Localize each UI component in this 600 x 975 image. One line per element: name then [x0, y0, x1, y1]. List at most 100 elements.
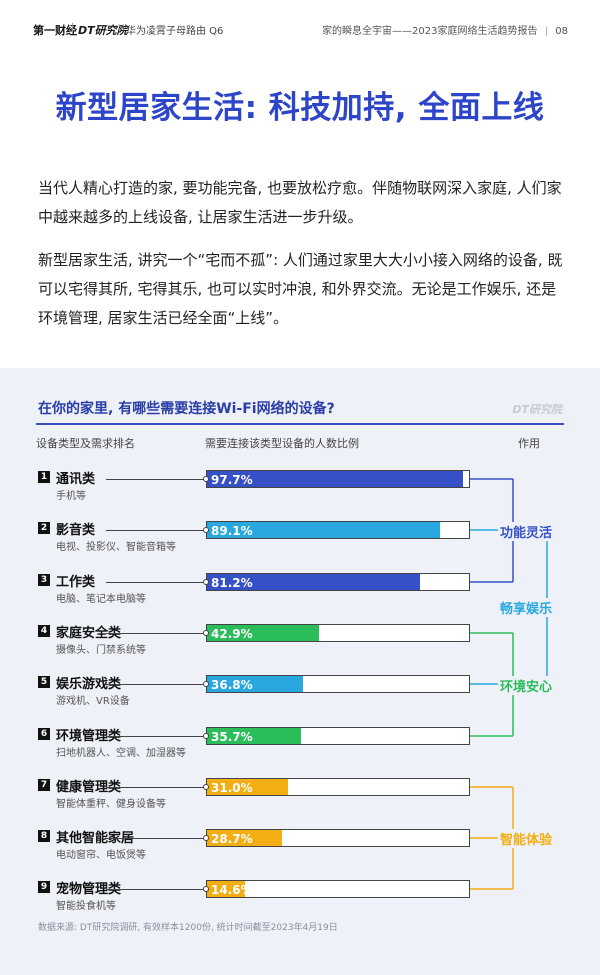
chart-row: 7 健康管理类智能体重秤、健身设备等 31.0% — [0, 774, 600, 826]
category-examples: 摄像头、门禁系统等 — [56, 645, 146, 656]
leader-line — [106, 582, 206, 583]
category-examples: 电视、投影仪、智能音箱等 — [56, 542, 176, 553]
bar-track: 36.8% — [206, 675, 470, 693]
yicai-logo: 第一财经 — [33, 24, 77, 37]
report-title: 家的瞬息全宇宙——2023家庭网络生活趋势报告 | 08 — [322, 26, 568, 37]
category-label: 通讯类 — [56, 472, 96, 487]
category-examples: 电动窗帘、电饭煲等 — [56, 850, 146, 861]
chart-row: 5 娱乐游戏类 游戏机、VR设备 36.8% — [0, 671, 600, 723]
intro-paragraph-1: 当代人精心打造的家, 要功能完备, 也要放松疗愈。伴随物联网深入家庭, 人们家中… — [38, 179, 562, 226]
category-examples: 智能体重秤、健身设备等 — [56, 799, 166, 810]
category-examples: 扫地机器人、空调、加湿器等 — [56, 748, 186, 759]
bar-anchor-dot — [203, 886, 209, 892]
page-number: 08 — [555, 26, 568, 37]
bar-anchor-dot — [203, 579, 209, 585]
rank-badge: 5 — [38, 676, 50, 688]
bar-value-label: 42.9% — [211, 627, 253, 641]
category-label: 宠物管理类 — [56, 882, 122, 897]
category-label: 其他智能家居 — [56, 831, 135, 846]
leader-line — [106, 736, 206, 737]
rank-badge: 6 — [38, 728, 50, 740]
rank-badge: 4 — [38, 625, 50, 637]
leader-line — [106, 684, 206, 685]
bar-value-label: 89.1% — [211, 524, 253, 538]
partner-name: 华为凌霄子母路由 Q6 — [126, 26, 224, 37]
chart-row: 1 通讯类手机等 97.7% — [0, 466, 600, 518]
category-examples: 手机等 — [56, 491, 86, 502]
leader-line — [106, 889, 206, 890]
bar-anchor-dot — [203, 527, 209, 533]
rank-badge: 2 — [38, 522, 50, 534]
page-title: 新型居家生活: 科技加持, 全面上线 — [55, 90, 545, 126]
category-examples: 游戏机、VR设备 — [56, 696, 130, 707]
chart-row: 8 其他智能家居 电动窗帘、电饭煲等 28.7% — [0, 825, 600, 877]
bar-track: 42.9% — [206, 624, 470, 642]
bar — [207, 522, 441, 538]
report-name: 家的瞬息全宇宙——2023家庭网络生活趋势报告 — [322, 26, 538, 37]
bar-anchor-dot — [203, 476, 209, 482]
rank-badge: 1 — [38, 471, 50, 483]
group-label: 智能体验 — [498, 829, 555, 848]
leader-line — [106, 787, 206, 788]
group-label: 畅享娱乐 — [498, 598, 555, 617]
category-label: 环境管理类 — [56, 729, 122, 744]
category-label: 家庭安全类 — [56, 626, 122, 641]
column-header-type: 设备类型及需求排名 — [36, 437, 135, 450]
header-bar: 第一财经 DT研究院 × 华为凌霄子母路由 Q6 家的瞬息全宇宙——2023家庭… — [0, 0, 600, 40]
bar-anchor-dot — [203, 835, 209, 841]
bar-track: 89.1% — [206, 521, 470, 539]
watermark: DT研究院 — [512, 403, 562, 416]
bar-track: 14.6% — [206, 880, 470, 898]
bar-track: 97.7% — [206, 470, 470, 488]
rank-badge: 7 — [38, 779, 50, 791]
bar — [207, 625, 320, 641]
rank-badge: 9 — [38, 881, 50, 893]
logo-divider — [72, 23, 73, 34]
chart-row: 6 环境管理类扫地机器人、空调、加湿器等 35.7% — [0, 723, 600, 775]
group-label: 功能灵活 — [498, 521, 555, 541]
rank-badge: 3 — [38, 574, 50, 586]
leader-line — [106, 479, 206, 480]
bar — [207, 574, 420, 590]
bar-value-label: 14.6% — [211, 883, 253, 897]
bar-value-label: 36.8% — [211, 678, 253, 692]
bar-anchor-dot — [203, 733, 209, 739]
leader-line — [106, 530, 206, 531]
dt-logo: DT研究院 — [78, 24, 128, 37]
bar — [207, 471, 463, 487]
column-header-role: 作用 — [518, 437, 540, 450]
bar — [207, 830, 283, 846]
bar-value-label: 97.7% — [211, 473, 253, 487]
chart-title: 在你的家里, 有哪些需要连接Wi-Fi网络的设备? — [38, 401, 335, 417]
bar-value-label: 28.7% — [211, 832, 253, 846]
category-label: 影音类 — [56, 523, 96, 538]
chart-row: 3 工作类电脑、笔记本电脑等 81.2% — [0, 569, 600, 621]
data-source: 数据来源: DT研究院调研, 有效样本1200份, 统计时间截至2023年4月1… — [38, 923, 338, 933]
leader-line — [106, 838, 206, 839]
bar-anchor-dot — [203, 784, 209, 790]
chart-row: 9 宠物管理类 智能投食机等 14.6% — [0, 876, 600, 928]
category-label: 工作类 — [56, 575, 96, 590]
column-header-share: 需要连接该类型设备的人数比例 — [205, 437, 359, 450]
bar-anchor-dot — [203, 630, 209, 636]
category-label: 健康管理类 — [56, 780, 122, 795]
bar-track: 35.7% — [206, 727, 470, 745]
bar — [207, 728, 301, 744]
bar-value-label: 81.2% — [211, 576, 253, 590]
chart-row: 2 影音类电视、投影仪、智能音箱等 89.1% — [0, 517, 600, 569]
category-examples: 电脑、笔记本电脑等 — [56, 594, 146, 605]
bar-track: 31.0% — [206, 778, 470, 796]
leader-line — [106, 633, 206, 634]
bar-value-label: 35.7% — [211, 730, 253, 744]
chart-row: 4 家庭安全类摄像头、门禁系统等 42.9% — [0, 620, 600, 672]
bar — [207, 881, 246, 897]
bar — [207, 676, 304, 692]
chart-panel — [0, 368, 600, 975]
chart-title-rule — [36, 423, 564, 425]
group-label: 环境安心 — [498, 675, 555, 695]
bar-track: 28.7% — [206, 829, 470, 847]
bar — [207, 779, 289, 795]
bar-value-label: 31.0% — [211, 781, 253, 795]
intro-paragraph-2: 新型居家生活, 讲究一个“宅而不孤”: 人们通过家里大大小小接入网络的设备, 既… — [38, 251, 563, 327]
collab-cross: × — [117, 22, 126, 33]
